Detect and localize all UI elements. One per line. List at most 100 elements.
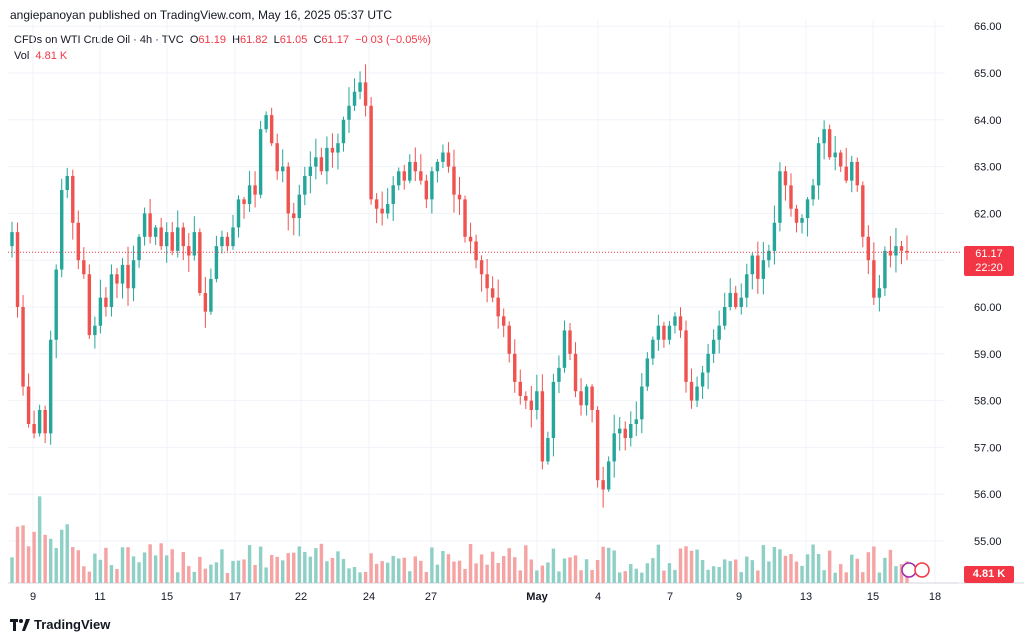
- volume-bar: [120, 547, 125, 583]
- volume-bar: [109, 565, 114, 583]
- volume-bar: [54, 548, 58, 583]
- candle-body: [557, 367, 561, 382]
- volume-bar: [391, 555, 395, 583]
- candle-body: [297, 194, 301, 219]
- volume-bar: [496, 562, 500, 583]
- volume-label: Vol: [14, 50, 30, 62]
- candle-body: [540, 391, 545, 462]
- volume-bar: [568, 557, 572, 583]
- candle-body: [441, 152, 445, 162]
- candle-body: [629, 424, 633, 439]
- volume-bar: [352, 566, 357, 583]
- volume-bar: [131, 556, 136, 583]
- volume-bar: [728, 561, 732, 583]
- volume-bar: [264, 567, 268, 583]
- candle-body: [794, 208, 799, 223]
- price-tick-label: 60.00: [974, 302, 1002, 314]
- volume-bar: [181, 552, 185, 583]
- time-tick-label: 11: [94, 591, 105, 603]
- time-tick-label: 15: [867, 591, 879, 603]
- candle-body: [711, 339, 716, 354]
- price-tick-label: 58.00: [974, 396, 1002, 408]
- candle-body: [524, 395, 528, 401]
- candle-body: [479, 260, 484, 275]
- volume-bar: [684, 546, 688, 583]
- volume-bar: [590, 570, 594, 583]
- price-axis: 55.0056.0057.0058.0059.0060.0061.0062.00…: [974, 21, 1002, 548]
- volume-bar: [651, 558, 655, 583]
- candle-body: [446, 152, 451, 167]
- candle-body: [468, 236, 473, 242]
- volume-bar: [612, 550, 616, 583]
- candle-body: [850, 161, 854, 181]
- price-tick-label: 65.00: [974, 68, 1002, 80]
- candle-body: [833, 152, 837, 158]
- candle-body: [385, 204, 390, 214]
- open-value: 61.19: [198, 34, 226, 46]
- volume-bar: [341, 558, 346, 583]
- grid-lines: [8, 0, 1024, 610]
- volume-bar: [142, 552, 147, 583]
- volume-bar: [529, 559, 534, 583]
- candle-body: [435, 161, 440, 172]
- candle-body: [485, 274, 489, 289]
- volume-bar: [772, 546, 777, 583]
- symbol-name[interactable]: CFDs on WTI Crude Oil · 4h · TVC: [14, 34, 184, 46]
- volume-bar: [579, 570, 583, 583]
- price-tick-label: 56.00: [974, 489, 1002, 501]
- volume-bar: [253, 564, 257, 583]
- volume-bar: [32, 531, 36, 583]
- candle-body: [844, 166, 848, 181]
- candle-body: [43, 409, 47, 434]
- volume-bar: [822, 570, 826, 583]
- candle-body: [60, 190, 64, 270]
- candle-body: [612, 433, 616, 462]
- volume-bar: [811, 544, 815, 583]
- volume-bar: [76, 550, 81, 583]
- volume-bar: [507, 548, 511, 583]
- candle-body: [827, 129, 832, 158]
- candle-body: [308, 166, 313, 176]
- bar-countdown: 22:20: [975, 262, 1003, 274]
- volume-bar: [242, 559, 246, 583]
- candle-body: [419, 171, 423, 181]
- volume-bar: [844, 572, 848, 583]
- candle-body: [551, 381, 556, 439]
- candle-body: [640, 386, 644, 420]
- volume-bar: [374, 563, 379, 583]
- candle-body: [15, 232, 20, 307]
- volume-bar: [623, 571, 627, 583]
- candle-body: [87, 274, 92, 336]
- candle-body: [98, 297, 103, 326]
- volume-bar: [640, 572, 644, 583]
- footer-brand[interactable]: TradingView: [10, 617, 110, 632]
- candle-body: [501, 316, 506, 326]
- volume-bar: [408, 571, 412, 583]
- volume-bar: [126, 547, 130, 583]
- candle-body: [662, 325, 666, 340]
- candle-body: [595, 409, 600, 481]
- volume-bar: [148, 544, 152, 583]
- candle-body: [21, 307, 25, 387]
- price-tick-label: 64.00: [974, 115, 1002, 127]
- candle-body: [247, 185, 252, 205]
- volume-bar: [104, 547, 108, 583]
- candle-body: [242, 199, 246, 205]
- volume-bar: [82, 566, 86, 583]
- candle-body: [137, 236, 141, 261]
- candle-body: [822, 129, 826, 144]
- candle-body: [805, 199, 810, 219]
- candle-body: [667, 325, 672, 340]
- volume-bar: [695, 549, 699, 583]
- time-tick-label: 7: [667, 591, 673, 603]
- price-tick-label: 59.00: [974, 349, 1002, 361]
- volume-bar: [629, 564, 633, 583]
- volume-bar: [446, 554, 451, 583]
- volume-bar: [667, 563, 672, 583]
- candle-body: [778, 171, 782, 223]
- volume-bar: [490, 551, 495, 583]
- volume-bar: [816, 553, 821, 583]
- volume-bar: [225, 572, 230, 583]
- volume-bar: [203, 568, 208, 583]
